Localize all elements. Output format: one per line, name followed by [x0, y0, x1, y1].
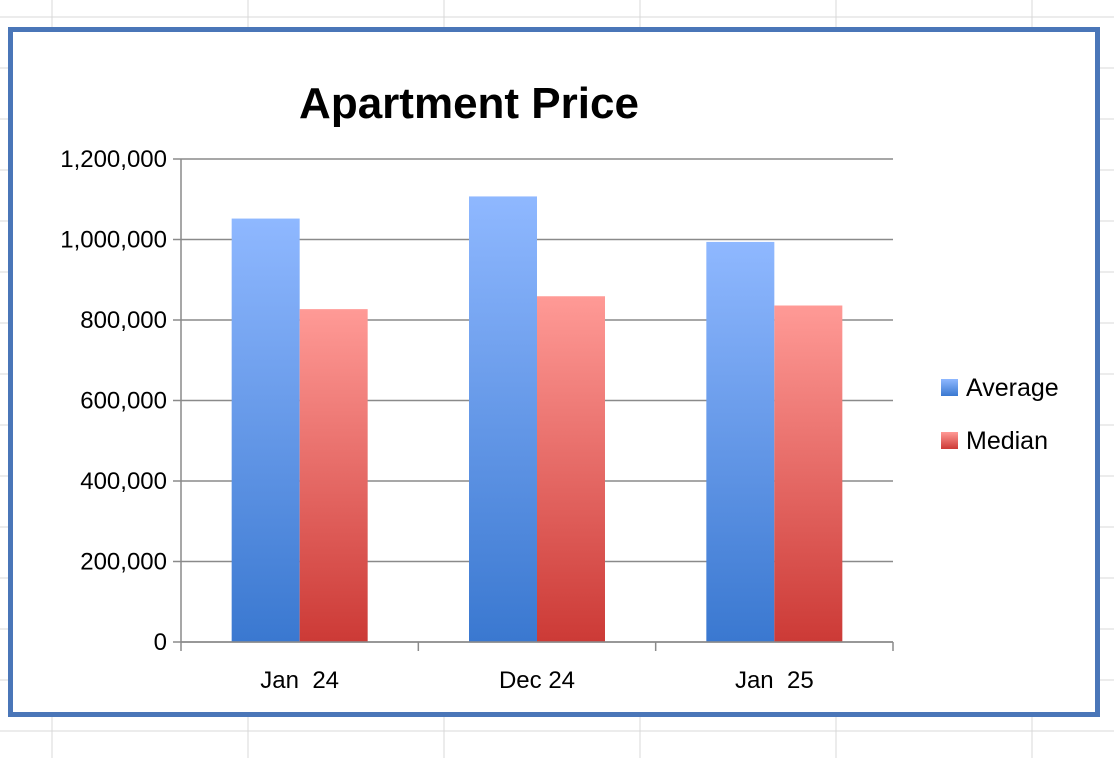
legend-label-average: Average [966, 374, 1059, 402]
bar-median [299, 309, 368, 642]
legend-label-median: Median [966, 427, 1048, 455]
chart-title: Apartment Price [299, 79, 639, 128]
bar-average [706, 241, 775, 643]
bar-chart: Apartment Price 0 200,000 400,000 600,000 80… [60, 79, 1059, 694]
legend-swatch-average [941, 379, 958, 396]
bar-average [231, 218, 300, 642]
y-tick-label: 200,000 [80, 549, 167, 576]
y-tick-label: 800,000 [80, 307, 167, 334]
bar-average [469, 196, 537, 642]
y-tick-label: 1,200,000 [60, 146, 167, 173]
bar-median [537, 296, 605, 642]
x-tick-label: Dec 24 [499, 667, 575, 694]
chart-object[interactable]: Apartment Price 0 200,000 400,000 600,000 80… [8, 27, 1100, 717]
x-tick-label: Jan 25 [735, 667, 814, 694]
legend: Average Median [941, 374, 1059, 455]
y-tick-label: 400,000 [80, 468, 167, 495]
legend-swatch-median [941, 432, 958, 449]
axes: 0 200,000 400,000 600,000 800,000 1,000,000 1,… [60, 146, 894, 694]
x-tick-label: Jan 24 [260, 667, 339, 694]
bars [231, 196, 843, 643]
y-tick-label: 600,000 [80, 388, 167, 415]
y-tick-label: 0 [154, 629, 167, 656]
bar-median [774, 305, 843, 642]
y-tick-label: 1,000,000 [60, 227, 167, 254]
